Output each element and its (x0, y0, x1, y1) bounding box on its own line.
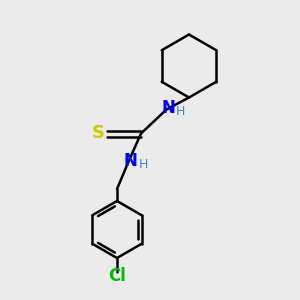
Text: S: S (92, 124, 105, 142)
Text: Cl: Cl (108, 267, 126, 285)
Text: H: H (139, 158, 148, 171)
Text: N: N (124, 152, 137, 169)
Text: H: H (176, 105, 186, 119)
Text: N: N (161, 99, 175, 117)
